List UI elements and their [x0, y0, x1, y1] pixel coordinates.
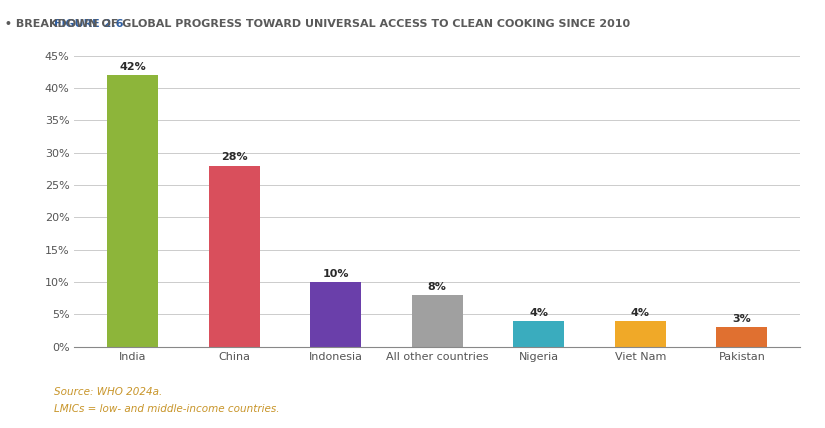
- Bar: [615, 321, 666, 347]
- Text: 28%: 28%: [221, 152, 248, 162]
- Bar: [209, 166, 260, 347]
- Bar: [412, 295, 463, 347]
- Text: LMICs = low- and middle-income countries.: LMICs = low- and middle-income countries…: [54, 404, 279, 414]
- Text: • BREAKDOWN OF GLOBAL PROGRESS TOWARD UNIVERSAL ACCESS TO CLEAN COOKING SINCE 20: • BREAKDOWN OF GLOBAL PROGRESS TOWARD UN…: [1, 19, 630, 29]
- Text: 42%: 42%: [120, 62, 146, 72]
- Bar: [716, 327, 767, 347]
- Text: 4%: 4%: [530, 308, 549, 318]
- Text: 3%: 3%: [733, 314, 752, 324]
- Text: FIGURE 2.6: FIGURE 2.6: [54, 19, 123, 29]
- Text: Source: WHO 2024a.: Source: WHO 2024a.: [54, 387, 162, 397]
- Bar: [513, 321, 564, 347]
- Text: 8%: 8%: [428, 282, 446, 292]
- Text: 4%: 4%: [631, 308, 650, 318]
- Bar: [107, 75, 158, 347]
- Bar: [310, 282, 361, 347]
- Text: 10%: 10%: [323, 269, 349, 279]
